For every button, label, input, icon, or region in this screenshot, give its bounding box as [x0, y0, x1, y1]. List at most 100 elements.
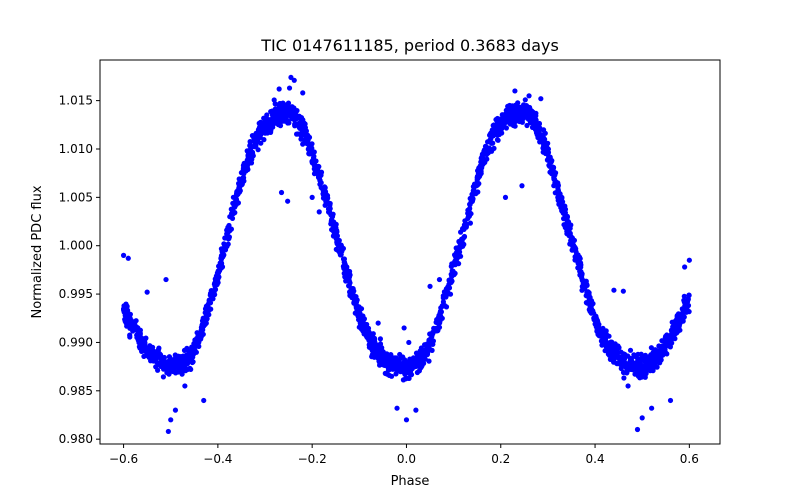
- data-point: [514, 108, 520, 114]
- data-point: [618, 349, 624, 355]
- data-point: [460, 225, 466, 232]
- data-point: [384, 371, 390, 377]
- data-point: [328, 212, 334, 218]
- data-point: [662, 345, 668, 351]
- data-point: [191, 343, 197, 349]
- data-point: [615, 343, 621, 349]
- data-point: [124, 303, 130, 309]
- data-point: [550, 167, 556, 173]
- data-point: [439, 303, 445, 309]
- data-point: [680, 318, 686, 324]
- data-point: [350, 292, 356, 298]
- outlier-point: [625, 383, 631, 389]
- x-axis-label: Phase: [391, 474, 430, 489]
- data-point: [625, 353, 631, 359]
- data-point: [656, 343, 662, 349]
- data-point: [229, 215, 236, 221]
- data-point: [495, 137, 501, 143]
- data-point: [541, 143, 547, 149]
- data-point: [238, 180, 244, 186]
- data-point: [365, 325, 372, 331]
- data-point: [143, 335, 149, 341]
- data-point: [485, 150, 491, 156]
- outlier-point: [526, 93, 532, 99]
- data-point: [641, 373, 647, 379]
- data-point: [588, 302, 595, 308]
- data-point: [494, 130, 501, 136]
- data-point: [577, 270, 584, 276]
- data-point: [443, 294, 449, 300]
- data-point: [637, 375, 643, 381]
- outlier-point: [403, 417, 410, 423]
- data-point: [627, 347, 634, 353]
- data-point: [321, 190, 327, 196]
- data-point: [542, 130, 548, 136]
- data-point: [453, 260, 459, 266]
- data-point: [183, 354, 189, 361]
- data-point: [236, 176, 242, 182]
- data-point: [357, 316, 363, 322]
- outlier-point: [512, 88, 518, 94]
- data-point: [657, 360, 663, 366]
- data-point: [530, 120, 537, 126]
- data-point: [459, 236, 465, 242]
- data-point: [437, 314, 443, 320]
- data-point: [586, 292, 592, 298]
- data-point: [485, 139, 491, 145]
- data-point: [253, 136, 259, 142]
- data-point: [247, 139, 253, 145]
- data-point: [218, 256, 224, 262]
- data-point: [322, 185, 328, 191]
- outlier-point: [278, 189, 285, 196]
- data-point: [673, 317, 680, 323]
- y-axis-label: Normalized PDC flux: [30, 185, 45, 318]
- data-point: [138, 338, 144, 344]
- y-tick-label: 0.980: [59, 432, 93, 446]
- outlier-point: [163, 276, 169, 283]
- data-point: [253, 131, 259, 137]
- data-point: [137, 332, 143, 338]
- data-point: [577, 263, 583, 269]
- chart-title: TIC 0147611185, period 0.3683 days: [260, 36, 559, 55]
- data-point: [416, 368, 422, 374]
- data-point: [635, 356, 641, 362]
- outlier-point: [519, 183, 525, 189]
- data-point: [257, 124, 263, 130]
- data-point: [400, 354, 406, 360]
- data-point: [597, 333, 604, 339]
- data-point: [285, 100, 292, 106]
- data-point: [389, 373, 395, 379]
- data-point: [258, 140, 264, 146]
- data-point: [122, 307, 128, 313]
- data-point: [670, 330, 676, 336]
- data-point: [456, 246, 462, 252]
- data-point: [366, 336, 372, 342]
- outlier-point: [611, 287, 617, 293]
- data-point: [617, 357, 623, 363]
- y-tick-label: 1.010: [59, 142, 93, 156]
- data-point: [207, 290, 214, 297]
- data-point: [478, 168, 484, 174]
- data-point: [379, 351, 386, 357]
- data-point: [471, 190, 477, 196]
- y-tick-label: 1.005: [59, 190, 93, 204]
- data-point: [452, 270, 458, 276]
- x-axis-ticks: −0.6 −0.4 −0.2 0.0 0.2 0.4 0.6: [109, 444, 699, 466]
- data-point: [333, 235, 339, 241]
- data-point: [377, 336, 383, 342]
- data-point: [571, 237, 578, 243]
- data-point: [298, 136, 304, 142]
- data-point: [203, 312, 209, 318]
- data-point: [418, 345, 424, 351]
- outlier-point: [276, 86, 282, 92]
- data-point: [636, 367, 642, 373]
- data-point: [302, 129, 309, 135]
- y-tick-label: 1.000: [59, 239, 93, 253]
- data-point: [583, 278, 589, 284]
- data-point: [279, 107, 285, 113]
- data-point: [230, 211, 236, 217]
- data-point: [296, 120, 302, 126]
- data-point: [337, 250, 343, 256]
- outlier-point: [406, 339, 412, 346]
